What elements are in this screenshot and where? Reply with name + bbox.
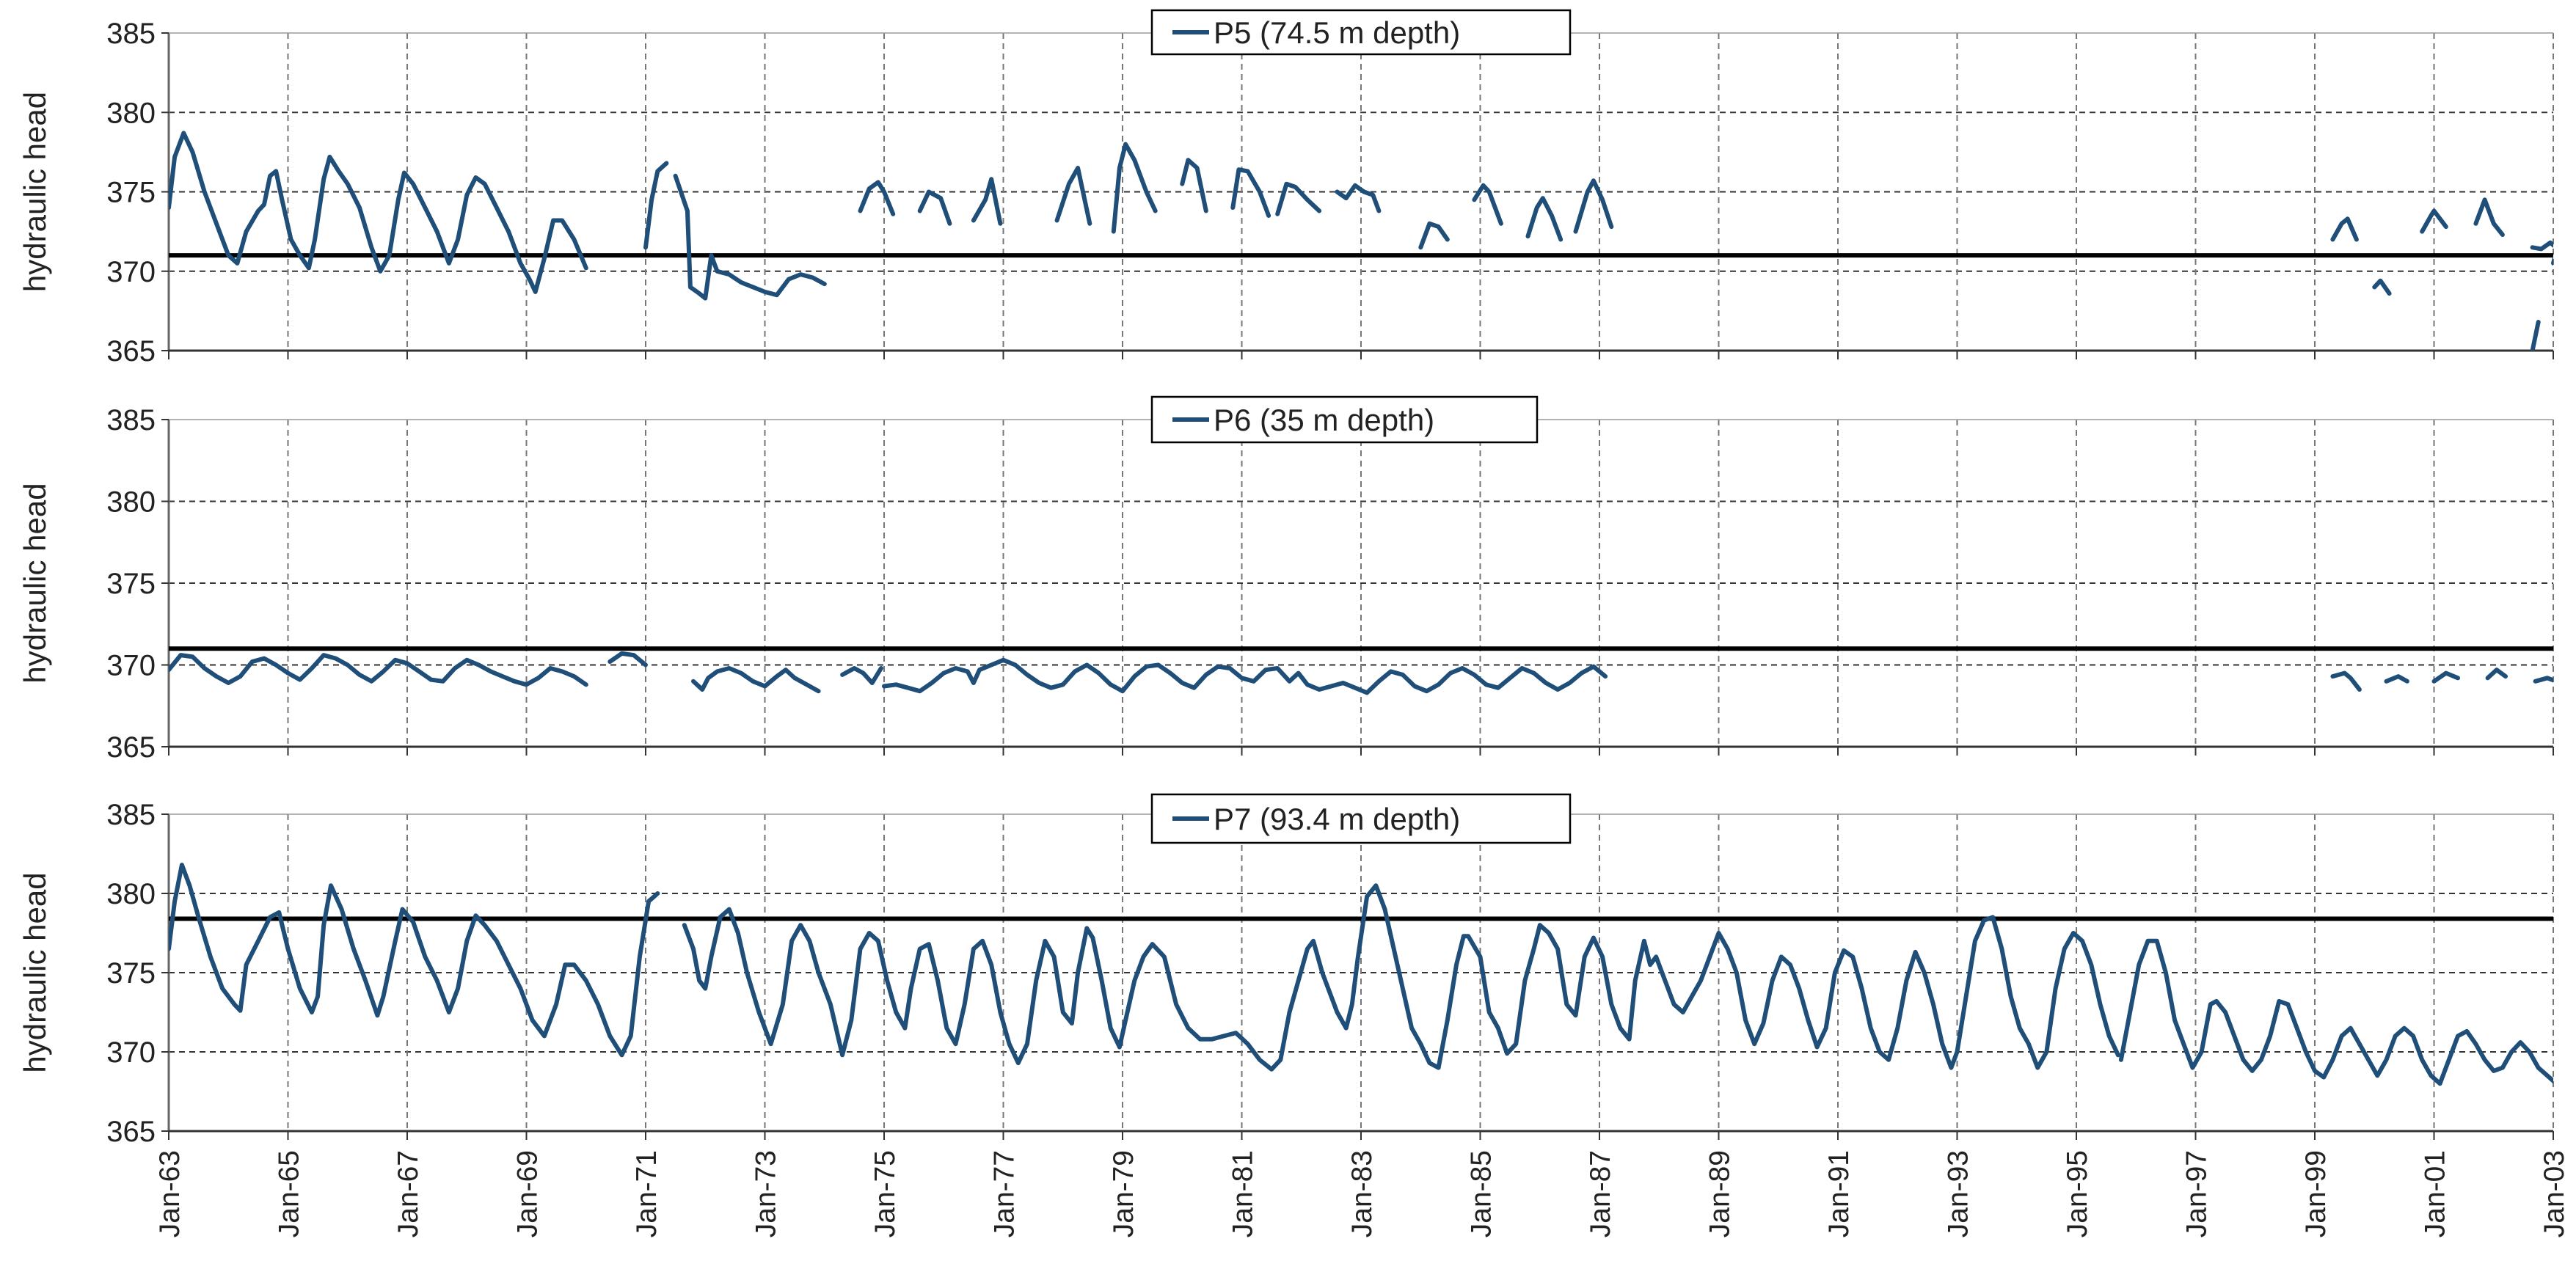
series-line-segment [971,177,1003,226]
y-axis-label: hydraulic head [18,483,52,683]
series-line-segment [2330,216,2359,242]
x-tick-label: Jan-73 [751,1150,782,1237]
series-line-segment [2485,668,2508,681]
x-tick-label: Jan-69 [512,1150,544,1237]
series-line-segment [917,189,952,226]
series-line-segment [2372,278,2392,296]
x-tick-label: Jan-91 [1823,1150,1855,1237]
series-line-segment [1573,178,1614,234]
series-line-segment [643,161,669,250]
panel-1: 365 370 375 380 385 hydraulic head P5 (74.5 m … [18,9,2554,367]
series-line-segment [607,651,648,668]
y-tick-label: 365 [106,335,156,367]
y-tick-label: 385 [106,404,156,436]
panel-2: 365 370 375 380 385 hydraulic head P6 (35 m de… [18,395,2554,764]
x-tick-label: Jan-03 [2539,1150,2570,1237]
y-tick-label: 365 [106,731,156,764]
x-tick-label: Jan-89 [1704,1150,1736,1237]
series-line-segment [169,863,660,1058]
y-axis-label: hydraulic head [18,92,52,292]
series-line-segment [1472,183,1503,226]
legend-label: P7 (93.4 m depth) [1214,802,1460,836]
y-tick-label: 385 [106,799,156,831]
x-tick-label: Jan-87 [1585,1150,1616,1237]
series-line-segment [2530,320,2541,351]
x-tick-label: Jan-83 [1346,1150,1378,1237]
x-tick-label: Jan-65 [274,1150,305,1237]
series-line-segment [2384,674,2409,684]
x-tick-label: Jan-95 [2062,1150,2093,1237]
series-line-segment [1418,221,1450,250]
y-tick-label: 375 [106,568,156,600]
x-tick-label: Jan-01 [2420,1150,2451,1237]
series-line-segment [2330,670,2362,692]
y-tick-label: 380 [106,486,156,519]
series-line-segment [691,666,821,694]
x-tick-label: Jan-71 [631,1150,663,1237]
y-tick-label: 380 [106,878,156,910]
legend-box [1150,395,1539,444]
x-tick-label: Jan-97 [2181,1150,2213,1237]
series-line-segment [2420,208,2448,234]
y-tick-label: 375 [106,177,156,209]
y-tick-label: 365 [106,1116,156,1148]
series-line-segment [2551,255,2553,266]
series-line-segment [1335,183,1382,213]
x-tick-label: Jan-85 [1466,1150,1497,1237]
y-tick-label: 370 [106,1036,156,1069]
x-tick-label: Jan-79 [1108,1150,1139,1237]
series-2 [169,651,2553,695]
y-tick-label: 370 [106,650,156,682]
x-tick-label: Jan-81 [1227,1150,1259,1237]
legend-label: P5 (74.5 m depth) [1214,15,1460,50]
series-line-segment [858,180,896,216]
y-tick-label: 385 [106,18,156,50]
series-line-segment [840,666,883,685]
x-tick-label: Jan-99 [2300,1150,2332,1237]
legend-label: P6 (35 m depth) [1214,403,1434,437]
series-line-segment [2473,197,2505,237]
series-line-segment [169,131,588,294]
y-axis-label: hydraulic head [18,872,52,1072]
series-line-segment [2533,676,2553,684]
series-line-segment [882,657,1608,695]
legend-box [1150,793,1572,844]
series-line-segment [2431,670,2460,684]
series-line-segment [1275,181,1322,216]
series-line-segment [673,173,827,301]
series-line-segment [1230,167,1271,218]
legend-box [1150,9,1572,56]
x-tick-label: Jan-77 [989,1150,1021,1237]
y-tick-label: 375 [106,957,156,990]
panel-3: 365 370 375 380 385 hydraulic head P7 (93.4 m … [18,793,2554,1148]
x-tick-label: Jan-67 [393,1150,424,1237]
series-1 [169,131,2553,351]
y-tick-label: 380 [106,97,156,129]
series-line-segment [169,653,588,687]
series-line-segment [1111,142,1158,234]
series-line-segment [1525,196,1564,242]
series-line-segment [2530,240,2553,252]
series-line-segment [2118,938,2553,1086]
series-line-segment [1180,158,1208,213]
y-tick-label: 370 [106,256,156,288]
x-tick-label: Jan-75 [869,1150,901,1237]
series-line-segment [682,883,2120,1072]
series-line-segment [1054,166,1092,226]
x-tick-label: Jan-93 [1943,1150,1974,1237]
series-3 [169,863,2553,1086]
x-tick-label: Jan-63 [154,1150,186,1237]
